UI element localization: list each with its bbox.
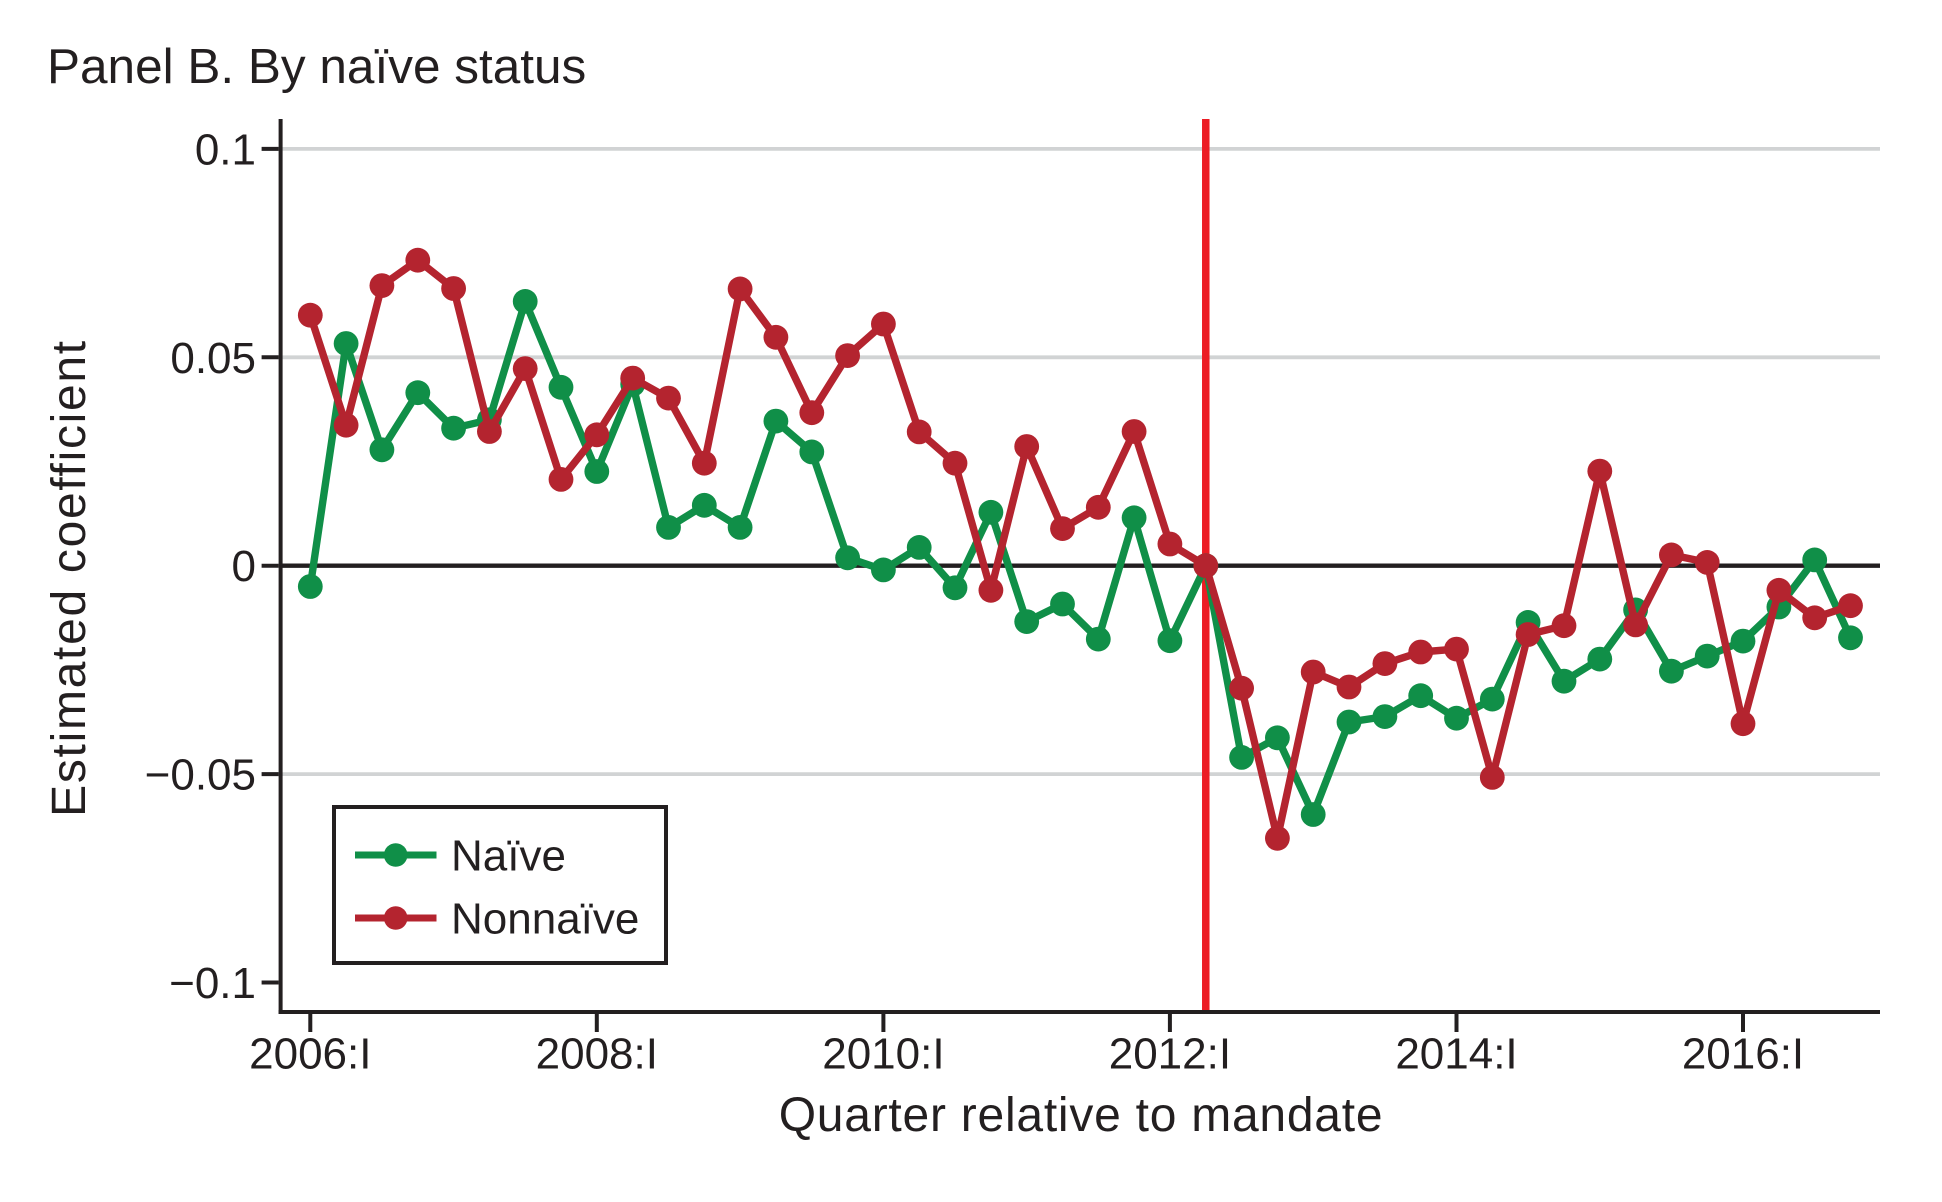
svg-text:2014:I: 2014:I xyxy=(1395,1030,1517,1079)
svg-text:Estimated coefficient: Estimated coefficient xyxy=(43,339,96,817)
svg-text:2016:I: 2016:I xyxy=(1682,1030,1804,1079)
svg-text:Naïve: Naïve xyxy=(451,832,566,881)
svg-text:Panel B. By naïve status: Panel B. By naïve status xyxy=(47,39,586,94)
svg-text:0.1: 0.1 xyxy=(195,125,256,174)
svg-text:2010:I: 2010:I xyxy=(822,1030,944,1079)
svg-text:2012:I: 2012:I xyxy=(1109,1030,1231,1079)
svg-text:Nonnaïve: Nonnaïve xyxy=(451,895,639,944)
svg-text:−0.1: −0.1 xyxy=(169,959,256,1008)
svg-text:2006:I: 2006:I xyxy=(249,1030,371,1079)
svg-text:Quarter relative to mandate: Quarter relative to mandate xyxy=(779,1089,1384,1142)
svg-text:0.05: 0.05 xyxy=(170,334,256,383)
svg-text:0: 0 xyxy=(232,542,256,591)
svg-text:2008:I: 2008:I xyxy=(536,1030,658,1079)
svg-text:−0.05: −0.05 xyxy=(145,751,256,800)
